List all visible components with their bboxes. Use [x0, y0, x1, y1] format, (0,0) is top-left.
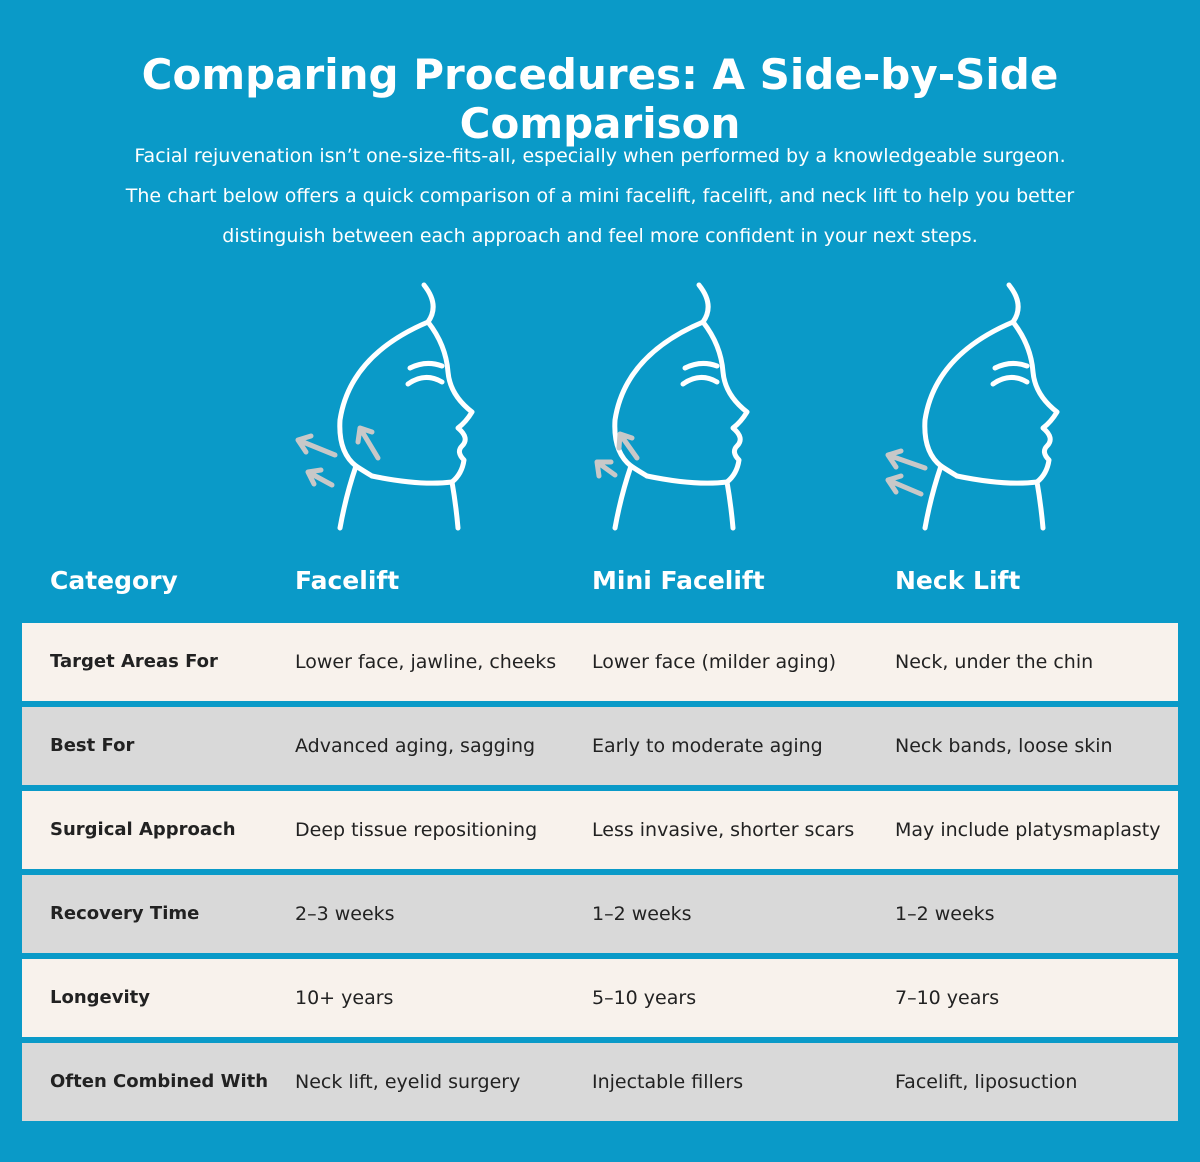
row-label: Target Areas For	[50, 651, 218, 672]
table-row: Often Combined With Neck lift, eyelid sur…	[22, 1043, 1178, 1121]
table-cell: 2–3 weeks	[295, 903, 395, 925]
row-label: Longevity	[50, 987, 150, 1008]
table-cell: May include platysmaplasty	[895, 819, 1161, 841]
table-cell: 7–10 years	[895, 987, 1000, 1009]
table-cell: Lower face (milder aging)	[592, 651, 837, 673]
table-cell: Neck lift, eyelid surgery	[295, 1071, 521, 1093]
subtitle-line: The chart below offers a quick compariso…	[125, 185, 1075, 207]
table-cell: Injectable fillers	[592, 1071, 744, 1093]
mini-facelift-icon	[594, 285, 747, 528]
title: Comparing Procedures: A Side-by-Side Com…	[141, 50, 1059, 148]
column-header: Facelift	[295, 566, 400, 595]
table-cell: Deep tissue repositioning	[295, 819, 538, 841]
table-cell: Facelift, liposuction	[895, 1071, 1078, 1093]
subtitle-line: distinguish between each approach and fe…	[222, 225, 978, 247]
row-label: Recovery Time	[50, 903, 200, 924]
table-cell: 5–10 years	[592, 987, 697, 1009]
row-label: Best For	[50, 735, 135, 756]
table-cell: 1–2 weeks	[895, 903, 995, 925]
column-header: Mini Facelift	[592, 566, 765, 595]
table-cell: 10+ years	[295, 987, 394, 1009]
table-cell: 1–2 weeks	[592, 903, 692, 925]
table-cell: Neck, under the chin	[895, 651, 1094, 673]
table-row: Recovery Time 2–3 weeks 1–2 weeks 1–2 weeks	[22, 875, 1178, 953]
column-header: Neck Lift	[895, 566, 1021, 595]
table-row: Longevity 10+ years 5–10 years 7–10 years	[22, 959, 1178, 1037]
row-label: Often Combined With	[50, 1071, 269, 1092]
table-cell: Advanced aging, sagging	[295, 735, 536, 757]
row-label: Surgical Approach	[50, 819, 236, 840]
face-icons	[295, 0, 1200, 560]
table-cell: Less invasive, shorter scars	[592, 819, 855, 841]
table-row: Surgical Approach Deep tissue repositioni…	[22, 791, 1178, 869]
table-cell: Lower face, jawline, cheeks	[295, 651, 557, 673]
table-row: Best For Advanced aging, sagging Early to …	[22, 707, 1178, 785]
table-cell: Neck bands, loose skin	[895, 735, 1113, 757]
facelift-icon	[295, 285, 472, 528]
column-header: Category	[50, 566, 178, 595]
neck-lift-icon	[885, 285, 1057, 528]
table-row: Target Areas For Lower face, jawline, che…	[22, 623, 1178, 701]
table-cell: Early to moderate aging	[592, 735, 823, 757]
subtitle-line: Facial rejuvenation isn’t one-size-fits-…	[134, 145, 1066, 167]
